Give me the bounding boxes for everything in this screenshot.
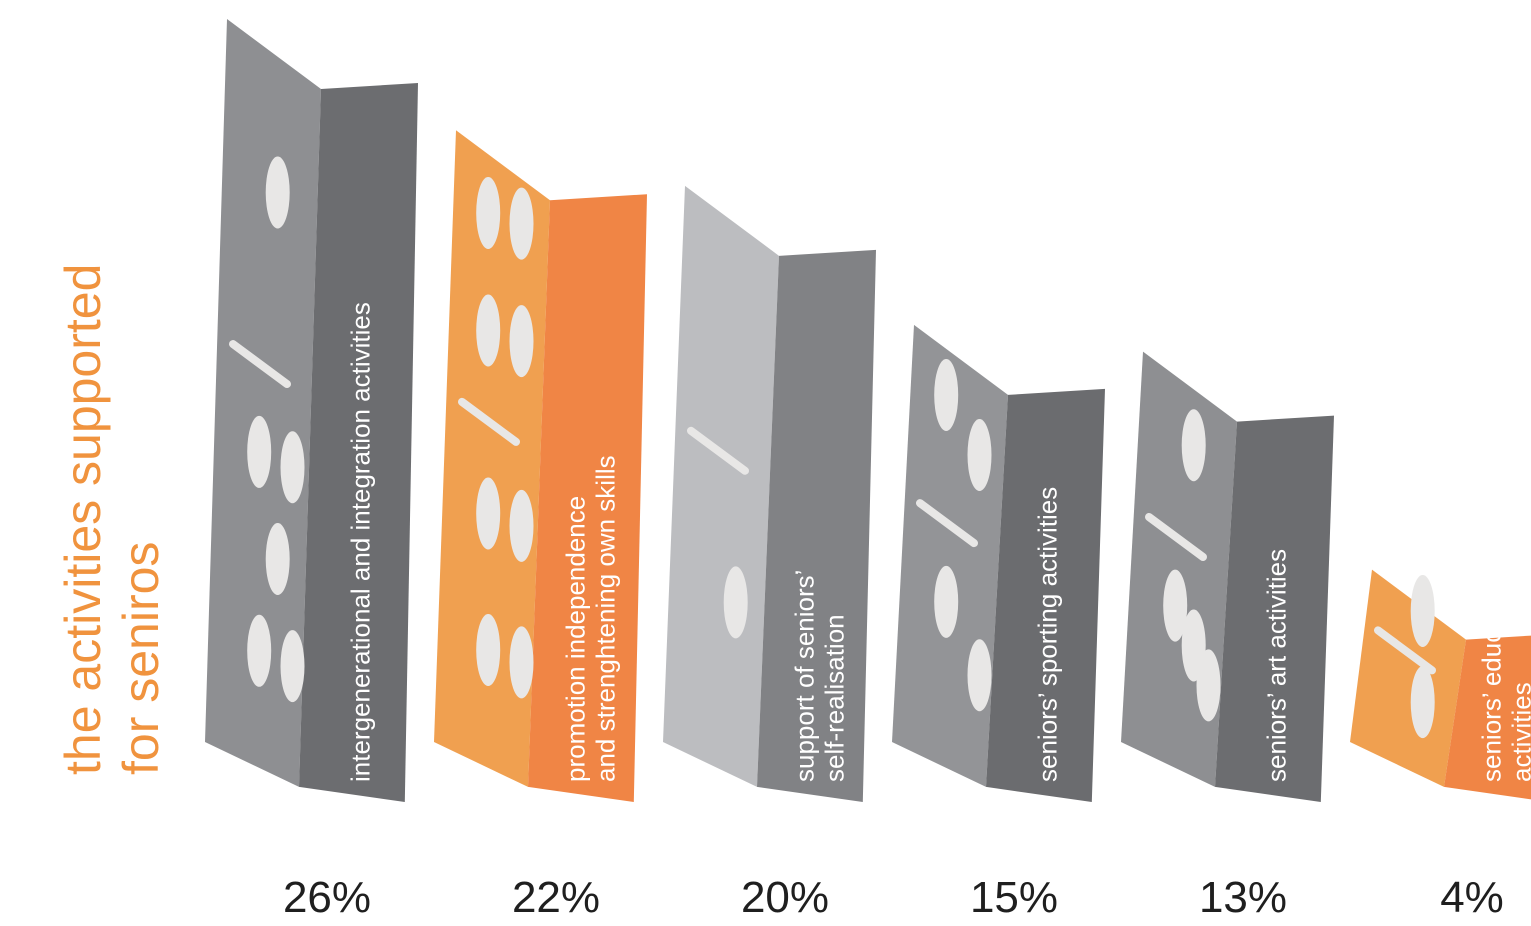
domino-pip [476, 613, 501, 686]
domino-divider [1145, 512, 1207, 561]
domino-divider [687, 426, 749, 475]
domino-pip [1196, 649, 1221, 722]
domino-pip [247, 614, 272, 687]
domino-pip [280, 431, 305, 504]
domino-bar: support of seniors’ self-realisation [663, 185, 876, 802]
domino-divider [458, 397, 520, 446]
category-label: and strenghtening own skills [591, 455, 621, 782]
domino-pip [476, 176, 501, 249]
domino-front-face [1350, 569, 1466, 787]
domino-divider [1374, 626, 1436, 675]
domino-pip [1410, 666, 1435, 739]
domino-pip [967, 639, 992, 712]
value-label: 22% [512, 873, 600, 922]
domino-side-face [299, 83, 418, 802]
domino-front-face [663, 185, 779, 787]
domino-front-face [434, 130, 550, 787]
value-label: 20% [741, 873, 829, 922]
value-label: 26% [283, 873, 371, 922]
domino-bar: seniors’ educational activities [1350, 553, 1531, 800]
chart-title: the activities supported for seniros [55, 264, 169, 775]
domino-bar: promotion independence and strenghtening … [434, 130, 647, 802]
domino-pip [509, 489, 534, 562]
domino-side-face [1444, 635, 1531, 800]
domino-pip [967, 419, 992, 492]
domino-pip [509, 187, 534, 260]
domino-side-face [528, 194, 647, 802]
category-label: intergenerational and integration activi… [346, 302, 376, 782]
domino-bar: intergenerational and integration activi… [205, 19, 418, 802]
domino-pip [280, 630, 305, 703]
domino-pip [1410, 574, 1435, 647]
domino-front-face [205, 19, 321, 787]
domino-pip [723, 566, 748, 639]
value-label: 13% [1199, 873, 1287, 922]
domino-divider [229, 340, 291, 389]
domino-pip [476, 294, 501, 367]
domino-pip [247, 415, 272, 488]
domino-pip [265, 156, 290, 229]
category-label: support of seniors’ [790, 570, 820, 782]
value-label: 15% [970, 873, 1058, 922]
chart-title-line-1: the activities supported [55, 264, 111, 775]
category-label: seniors’ educational [1477, 553, 1507, 782]
domino-pip [509, 626, 534, 699]
category-label: self-realisation [820, 614, 850, 782]
domino-pip [1163, 569, 1188, 642]
domino-side-face [757, 249, 876, 802]
domino-side-face [1215, 415, 1334, 802]
domino-pip [509, 305, 534, 378]
value-label: 4% [1440, 873, 1504, 922]
domino-pip [1181, 409, 1206, 482]
category-label: seniors’ sporting activities [1033, 487, 1063, 782]
domino-bar: seniors’ sporting activities [892, 324, 1105, 802]
domino-pip [476, 477, 501, 550]
domino-bar: seniors’ art activities [1121, 351, 1334, 802]
domino-divider [916, 499, 978, 548]
category-label: seniors’ art activities [1262, 549, 1292, 782]
category-label: activities [1507, 682, 1531, 782]
bars-layer: intergenerational and integration activi… [205, 19, 1531, 802]
domino-pip [934, 358, 959, 431]
domino-side-face [986, 388, 1105, 802]
chart-title-line-2: for seniros [113, 542, 169, 775]
domino-pip [265, 523, 290, 596]
domino-pip [934, 565, 959, 638]
category-label: promotion independence [561, 496, 591, 782]
value-labels-layer: 26% 22% 20% 15% 13% 4% [283, 873, 1504, 922]
